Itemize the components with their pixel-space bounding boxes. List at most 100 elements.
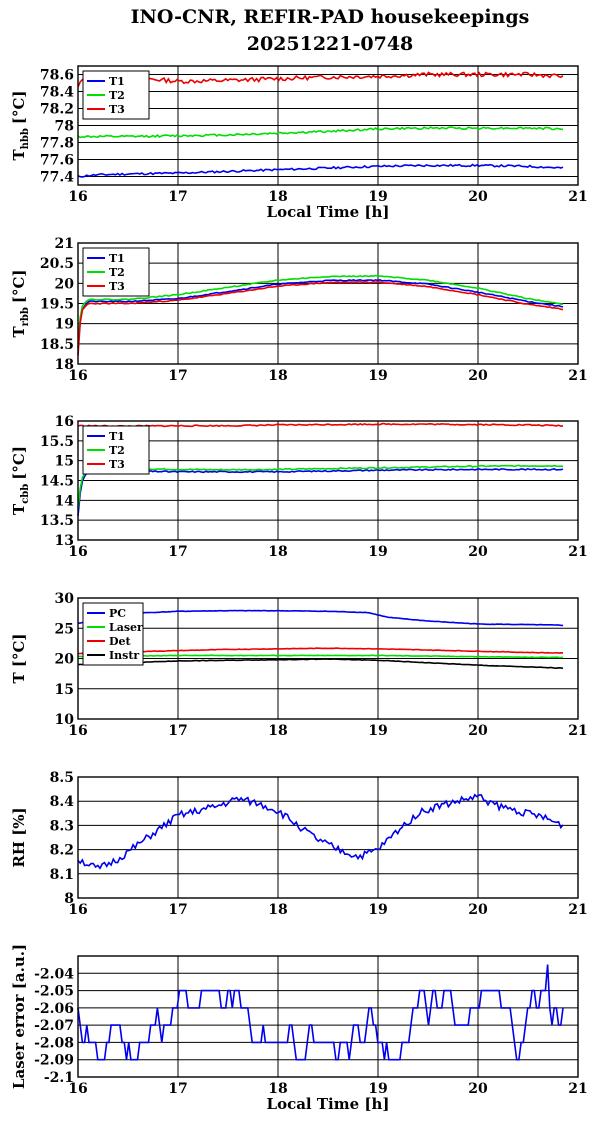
x-tick-label: 16	[68, 368, 87, 384]
plot-frame	[77, 65, 579, 186]
y-tick-label: 78.4	[40, 85, 74, 101]
legend-label: T1	[109, 430, 125, 443]
series-line-t2	[77, 126, 564, 139]
figure-title-line1: INO-CNR, REFIR-PAD housekeepings	[131, 6, 530, 28]
x-tick-label: 20	[468, 368, 488, 384]
x-tick-label: 21	[568, 723, 587, 739]
x-tick-label: 18	[268, 723, 287, 739]
x-tick-label: 17	[168, 1081, 187, 1097]
y-tick-label: 77.4	[40, 170, 74, 186]
legend-label: Instr	[109, 649, 139, 662]
x-tick-label: 16	[68, 902, 87, 918]
series-line-laser	[77, 654, 564, 659]
y-axis-label-unit: [°C]	[10, 446, 28, 480]
x-tick-label: 18	[268, 368, 287, 384]
y-tick-label: 19.5	[40, 297, 74, 313]
x-tick-label: 21	[568, 902, 587, 918]
x-tick-label: 21	[568, 1081, 587, 1097]
legend-label: Det	[109, 635, 132, 648]
series-line-t1	[77, 163, 564, 178]
y-tick-label: 13.5	[40, 513, 74, 529]
series-line-t3	[77, 71, 564, 88]
y-tick-label: -2.09	[34, 1053, 74, 1069]
x-tick-label: 18	[268, 1081, 287, 1097]
y-tick-label: 15.5	[40, 434, 74, 450]
legend-label: T1	[109, 252, 125, 265]
x-tick-label: 20	[468, 544, 488, 560]
x-tick-label: 20	[468, 902, 488, 918]
series-line-pc	[77, 609, 564, 627]
y-tick-label: 13	[55, 533, 74, 549]
legend-box	[82, 70, 150, 120]
panel-5: 16 17 18 19 20 21 8 8.1 8.2 8.3 8.4 8.5 RH [%]	[10, 770, 588, 918]
x-tick-label: 21	[568, 368, 587, 384]
panel-6: 16 17 18 19 20 21-2.1-2.09-2.08-2.07-2.06-2.0…	[10, 944, 588, 1113]
series-line-t3	[77, 422, 564, 428]
y-axis-label: Laser error [a.u.]	[10, 944, 28, 1089]
y-tick-label: 14.5	[40, 474, 74, 490]
series-line-t1	[77, 278, 564, 349]
y-tick-label: 15	[55, 682, 74, 698]
y-axis-label-sub: hbb	[20, 128, 31, 149]
y-tick-label: 77.6	[40, 153, 74, 169]
y-tick-label: 8.5	[50, 770, 74, 786]
y-tick-label: 14	[55, 493, 75, 509]
y-axis-label-main: T	[10, 149, 28, 161]
y-tick-label: 18	[55, 357, 74, 373]
x-tick-label: 17	[168, 723, 187, 739]
x-tick-label: 19	[368, 368, 387, 384]
y-axis-label-main: T	[10, 503, 28, 515]
y-tick-label: -2.06	[34, 1001, 74, 1017]
x-tick-label: 16	[68, 189, 87, 205]
y-tick-label: 10	[55, 712, 75, 728]
y-tick-label: 8.2	[50, 843, 74, 859]
series-line-t1	[77, 467, 564, 517]
x-axis-label: Local Time [h]	[267, 203, 390, 221]
y-tick-label: -2.08	[34, 1035, 74, 1051]
legend-box	[82, 247, 150, 297]
y-axis-label-main: Laser error [a.u.]	[10, 944, 28, 1089]
x-tick-label: 17	[168, 368, 187, 384]
x-tick-label: 16	[68, 544, 87, 560]
legend-label: T3	[109, 280, 125, 293]
plot-frame	[77, 955, 579, 1078]
x-tick-label: 20	[468, 189, 488, 205]
x-tick-label: 18	[268, 189, 287, 205]
figure-title-line2: 20251221-0748	[247, 33, 414, 55]
plot-frame	[77, 420, 579, 541]
y-axis-label-main: T [°C]	[10, 633, 28, 683]
x-tick-label: 16	[68, 1081, 87, 1097]
x-tick-label: 17	[168, 902, 187, 918]
plot-frame	[77, 597, 579, 720]
y-tick-label: -2.1	[44, 1070, 74, 1086]
y-tick-label: -2.04	[34, 966, 74, 982]
y-axis-label: T [°C]	[10, 633, 28, 683]
series-line-det	[77, 647, 564, 655]
y-tick-label: 20	[55, 652, 75, 668]
x-tick-label: 19	[368, 189, 387, 205]
legend-label: T2	[109, 89, 125, 102]
x-tick-label: 21	[568, 189, 587, 205]
series-line-t2	[77, 464, 564, 509]
x-tick-label: 19	[368, 544, 387, 560]
x-axis-label: Local Time [h]	[267, 1095, 390, 1113]
x-tick-label: 19	[368, 723, 387, 739]
y-tick-label: 20	[55, 276, 75, 292]
y-tick-label: 18.5	[40, 337, 74, 353]
x-tick-label: 18	[268, 544, 287, 560]
y-axis-label-sub: rbb	[20, 307, 31, 326]
y-axis-label: Trbb [°C]	[10, 269, 31, 337]
x-tick-label: 18	[268, 902, 287, 918]
y-tick-label: -2.07	[34, 1018, 74, 1034]
legend-label: T2	[109, 444, 125, 457]
plot-frame	[77, 242, 579, 365]
x-tick-label: 21	[568, 544, 587, 560]
y-tick-label: 8	[64, 891, 74, 907]
x-tick-label: 17	[168, 189, 187, 205]
y-tick-label: 8.4	[50, 794, 75, 810]
y-tick-label: 78	[55, 119, 74, 135]
